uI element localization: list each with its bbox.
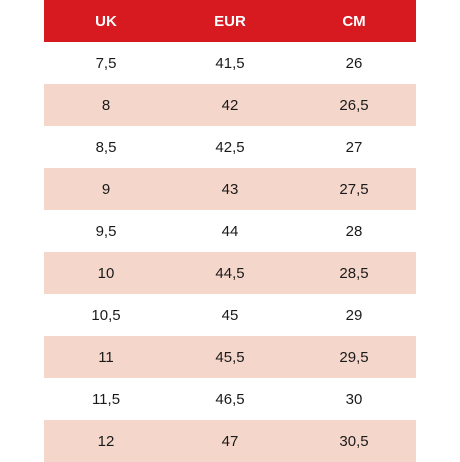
- cell-eur: 47: [221, 432, 239, 450]
- cell-eur: 44: [221, 222, 239, 240]
- cell-eur: 43: [221, 180, 239, 198]
- header-eur: EUR: [214, 12, 246, 30]
- cell-eur: 46,5: [215, 390, 245, 408]
- cell-eur: 44,5: [215, 264, 245, 282]
- cell-eur: 42: [221, 96, 239, 114]
- cell-eur: 45,5: [215, 348, 245, 366]
- cell-eur: 42,5: [215, 138, 245, 156]
- cell-uk: 11: [98, 348, 114, 366]
- cell-uk: 8: [101, 96, 111, 114]
- table-row: 12 47 30,5: [44, 420, 416, 462]
- table-row: 11,5 46,5 30: [44, 378, 416, 420]
- cell-cm: 26,5: [339, 96, 369, 114]
- table-row: 9,5 44 28: [44, 210, 416, 252]
- table-row: 7,5 41,5 26: [44, 42, 416, 84]
- cell-uk: 7,5: [95, 54, 117, 72]
- size-conversion-table: UK EUR CM 7,5 41,5 26 8 42 26,5 8,5 42,5 27 9 43 27…: [44, 0, 416, 462]
- cell-cm: 26: [345, 54, 363, 72]
- cell-cm: 28,5: [339, 264, 369, 282]
- cell-uk: 10,5: [91, 306, 121, 324]
- cell-uk: 8,5: [95, 138, 117, 156]
- table-header: UK EUR CM: [44, 0, 416, 42]
- cell-cm: 30: [345, 390, 363, 408]
- cell-uk: 11,5: [91, 390, 121, 408]
- header-uk: UK: [95, 12, 117, 30]
- cell-uk: 12: [97, 432, 115, 450]
- cell-cm: 28: [345, 222, 363, 240]
- cell-cm: 29: [345, 306, 363, 324]
- table-row: 10 44,5 28,5: [44, 252, 416, 294]
- table-row: 9 43 27,5: [44, 168, 416, 210]
- cell-eur: 45: [221, 306, 239, 324]
- cell-uk: 9: [101, 180, 111, 198]
- table-row: 11 45,5 29,5: [44, 336, 416, 378]
- table-row: 10,5 45 29: [44, 294, 416, 336]
- cell-cm: 27,5: [339, 180, 369, 198]
- cell-cm: 29,5: [339, 348, 369, 366]
- table-body: 7,5 41,5 26 8 42 26,5 8,5 42,5 27 9 43 27,5 9,5 44 28 1…: [44, 42, 416, 462]
- cell-uk: 9,5: [95, 222, 117, 240]
- cell-eur: 41,5: [215, 54, 245, 72]
- cell-uk: 10: [97, 264, 115, 282]
- table-row: 8 42 26,5: [44, 84, 416, 126]
- table-row: 8,5 42,5 27: [44, 126, 416, 168]
- cell-cm: 30,5: [339, 432, 369, 450]
- header-cm: CM: [342, 12, 366, 30]
- cell-cm: 27: [345, 138, 363, 156]
